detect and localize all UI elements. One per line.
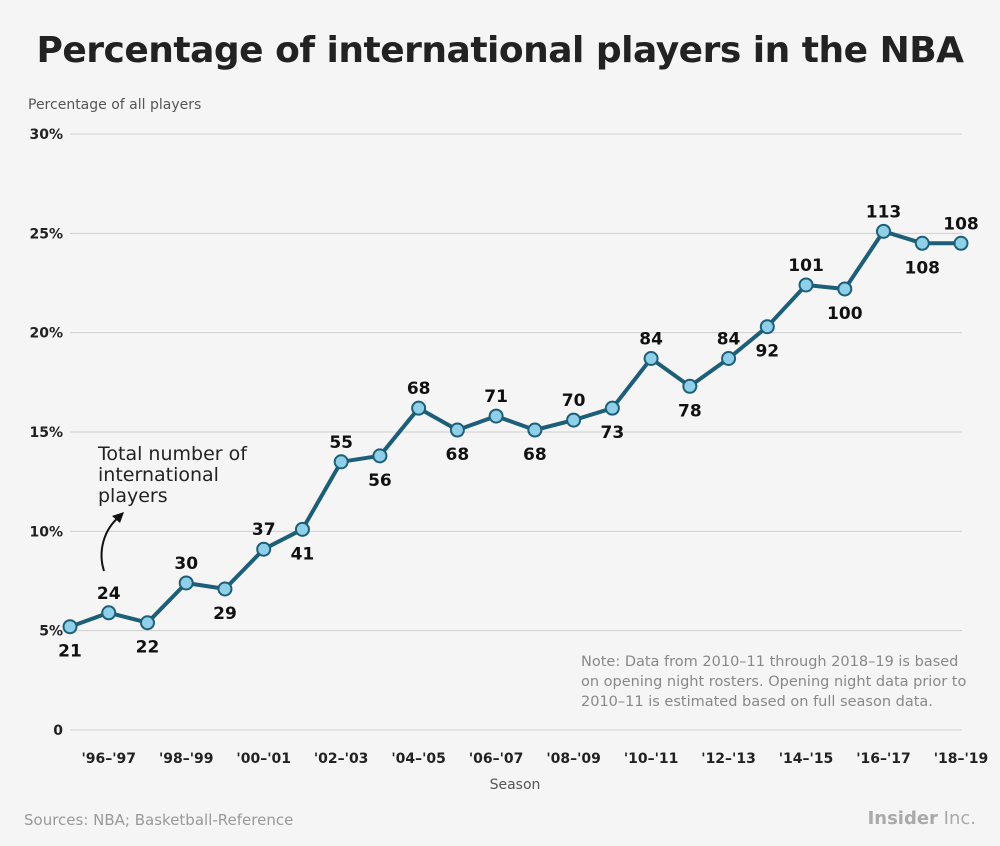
data-point — [721, 350, 737, 366]
data-point — [178, 575, 194, 591]
y-tick-label: 20% — [29, 326, 63, 342]
chart-title: Percentage of international players in t… — [36, 30, 964, 71]
data-point — [759, 319, 775, 335]
x-tick-labels: '96–'97 '98–'99 '00–'01 '02–'03 '04–'05 '06–'… — [81, 751, 988, 767]
data-label: 37 — [252, 520, 276, 540]
data-point — [333, 454, 349, 470]
data-point — [798, 277, 814, 293]
data-label: 92 — [755, 342, 779, 362]
data-point — [217, 581, 233, 597]
y-tick-label: 5% — [39, 624, 63, 640]
data-label: 30 — [174, 554, 198, 574]
data-point — [139, 615, 155, 631]
x-tick-label: '02–'03 — [314, 751, 369, 767]
data-label: 78 — [678, 401, 702, 421]
data-label: 108 — [905, 258, 941, 278]
data-label: 108 — [943, 214, 979, 234]
x-tick-label: '16–'17 — [856, 751, 911, 767]
y-tick-label: 10% — [29, 524, 63, 540]
data-label: 71 — [484, 387, 508, 407]
data-label: 70 — [562, 391, 586, 411]
x-tick-label: '08–'09 — [546, 751, 601, 767]
data-point — [914, 235, 930, 251]
note-text: Note: Data from 2010–11 through 2018–19 … — [581, 654, 967, 710]
y-tick-label: 25% — [29, 226, 63, 242]
data-label: 73 — [601, 423, 625, 443]
data-label: 21 — [58, 642, 82, 662]
data-point — [294, 521, 310, 537]
data-label: 68 — [407, 379, 431, 399]
annotation-text: Total number of international players — [98, 443, 247, 507]
x-tick-label: '00–'01 — [236, 751, 291, 767]
x-tick-label: '06–'07 — [469, 751, 524, 767]
data-label: 24 — [97, 584, 121, 604]
data-point — [62, 619, 78, 635]
data-point — [449, 422, 465, 438]
data-label: 41 — [291, 544, 315, 564]
x-tick-label: '96–'97 — [81, 751, 136, 767]
series-line — [69, 229, 961, 629]
data-label: 68 — [446, 445, 470, 465]
gridlines — [70, 133, 962, 731]
data-point — [372, 448, 388, 464]
data-label: 113 — [866, 202, 902, 222]
data-point — [101, 605, 117, 621]
data-point — [411, 400, 427, 416]
data-point — [604, 400, 620, 416]
x-tick-label: '18–'19 — [934, 751, 989, 767]
brand-name: Insider — [867, 808, 938, 829]
y-tick-label: 15% — [29, 425, 63, 441]
x-tick-label: '14–'15 — [779, 751, 834, 767]
data-label: 84 — [717, 329, 741, 349]
data-label: 100 — [827, 304, 863, 324]
y-tick-label: 30% — [29, 127, 63, 143]
data-points — [62, 223, 969, 635]
data-label: 55 — [329, 433, 353, 453]
data-label: 68 — [523, 445, 547, 465]
x-tick-label: '98–'99 — [159, 751, 214, 767]
x-tick-label: '04–'05 — [391, 751, 446, 767]
data-labels: 21 24 22 30 29 37 41 55 56 68 68 71 68 70 73 84 78 84 92 10… — [58, 202, 979, 661]
x-tick-label: '10–'11 — [624, 751, 679, 767]
x-axis-label: Season — [489, 777, 541, 793]
data-point — [643, 350, 659, 366]
annotation-arrow — [100, 512, 124, 572]
data-point — [488, 408, 504, 424]
y-tick-label: 0 — [53, 723, 63, 739]
data-point — [682, 378, 698, 394]
data-label: 22 — [136, 638, 160, 658]
data-point — [876, 223, 892, 239]
sources-text: Sources: NBA; Basketball-Reference — [24, 811, 294, 829]
brand-logo: Insider Inc. — [868, 808, 976, 829]
x-tick-label: '12–'13 — [701, 751, 756, 767]
data-label: 101 — [788, 256, 824, 276]
data-label: 29 — [213, 604, 237, 624]
y-axis-label: Percentage of all players — [28, 97, 202, 113]
data-label: 84 — [639, 329, 663, 349]
brand-suffix: Inc. — [937, 808, 976, 829]
data-label: 56 — [368, 471, 392, 491]
data-point — [256, 541, 272, 557]
y-tick-labels: 0 5% 10% 15% 20% 25% 30% — [29, 127, 63, 739]
data-point — [953, 235, 969, 251]
data-point — [837, 281, 853, 297]
data-point — [566, 412, 582, 428]
data-point — [527, 422, 543, 438]
